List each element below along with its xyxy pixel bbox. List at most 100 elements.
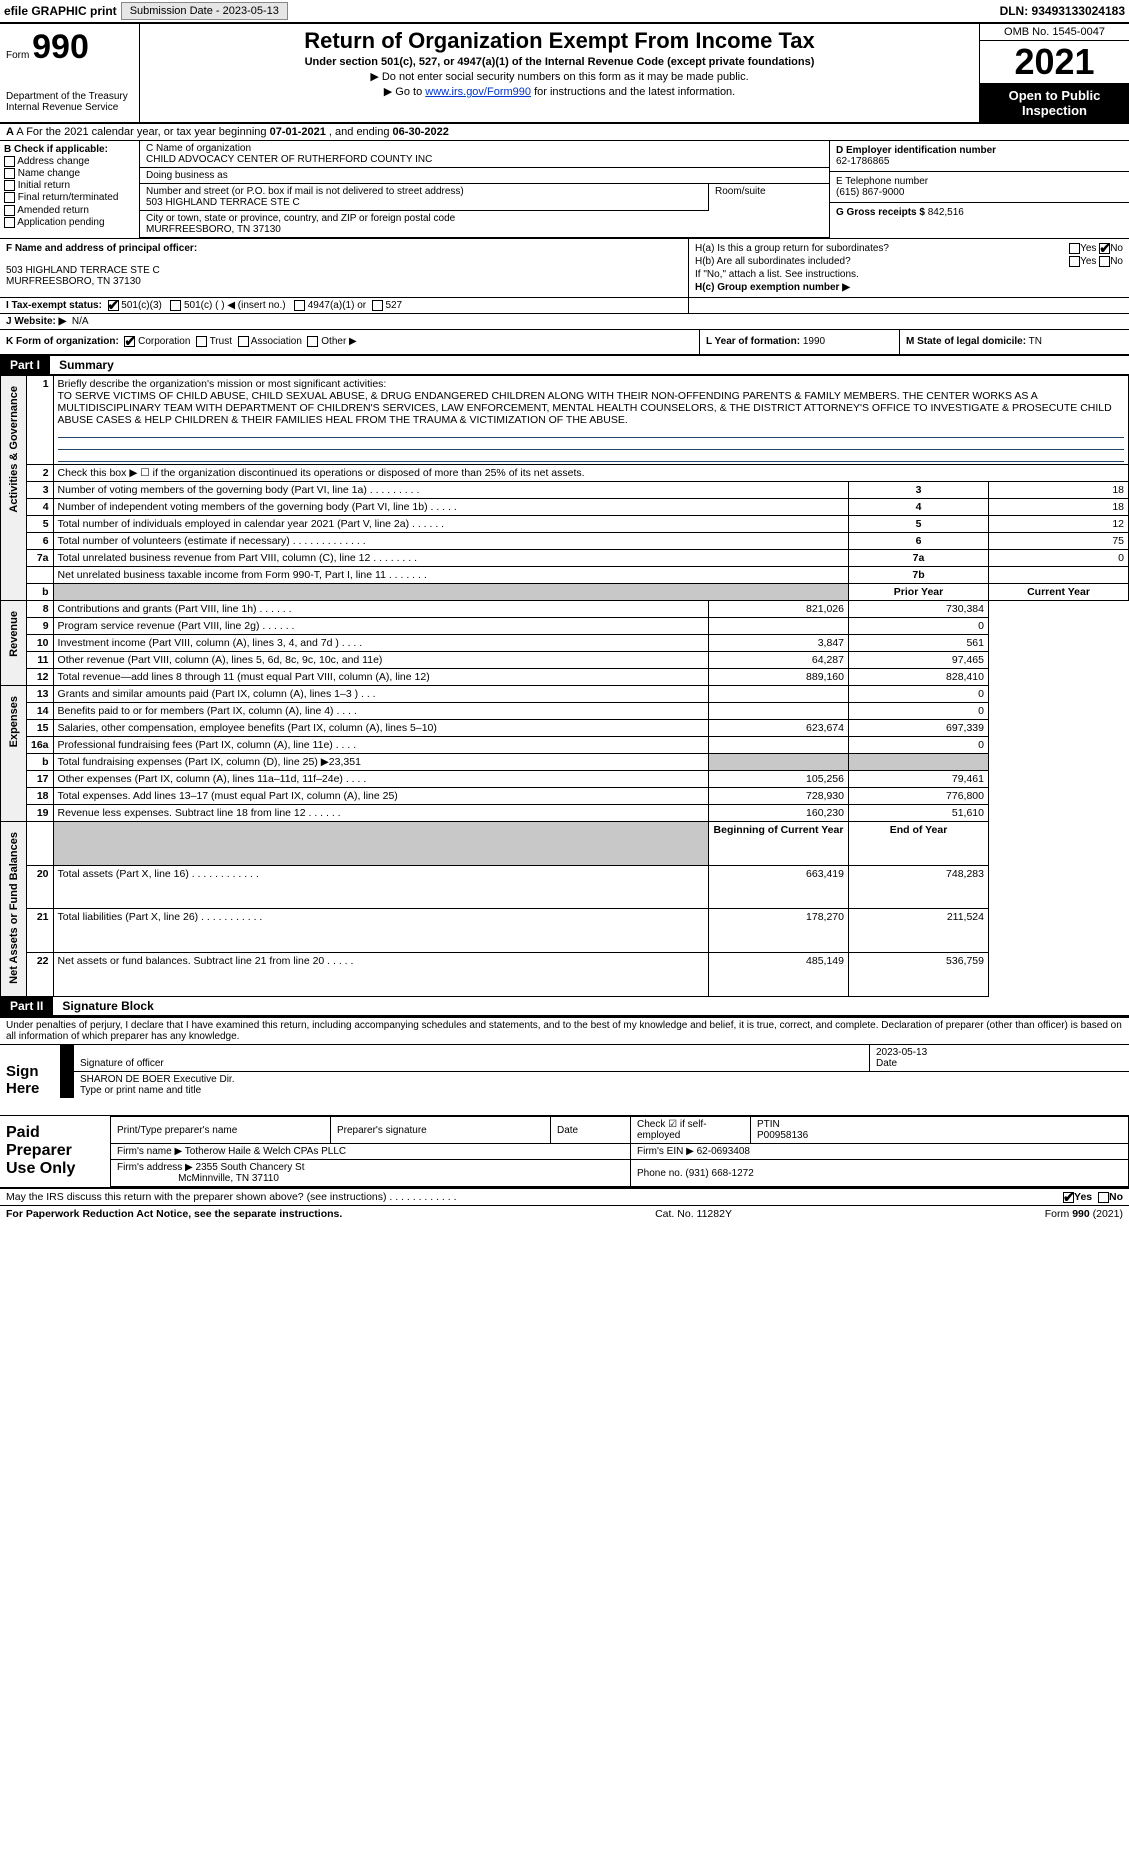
dept-label: Department of the Treasury	[6, 91, 133, 102]
sign-here-row: Sign Here Signature of officer 2023-05-1…	[0, 1045, 1129, 1116]
final-return-checkbox[interactable]	[4, 192, 15, 203]
other-checkbox[interactable]	[307, 336, 318, 347]
form-word: Form	[6, 50, 29, 61]
part1-title: Summary	[53, 358, 114, 372]
exp-row: 17Other expenses (Part IX, column (A), l…	[1, 770, 1129, 787]
ha-no-checkbox[interactable]	[1099, 243, 1110, 254]
ag-row: 3Number of voting members of the governi…	[1, 481, 1129, 498]
open-public-badge: Open to Public Inspection	[980, 84, 1129, 122]
form-title: Return of Organization Exempt From Incom…	[148, 28, 971, 54]
form-ref: Form 990 (2021)	[1045, 1208, 1123, 1220]
dba-label: Doing business as	[146, 170, 823, 181]
cat-no: Cat. No. 11282Y	[655, 1208, 732, 1220]
side-label-rev: Revenue	[1, 600, 27, 685]
suite-label: Room/suite	[709, 184, 829, 211]
527-checkbox[interactable]	[372, 300, 383, 311]
prep-check-label: Check ☑ if self-employed	[631, 1117, 751, 1144]
org-name-label: C Name of organization	[146, 143, 823, 154]
row-a-tax-year: A A For the 2021 calendar year, or tax y…	[0, 124, 1129, 141]
discuss-no-checkbox[interactable]	[1098, 1192, 1109, 1203]
addr-change-checkbox[interactable]	[4, 156, 15, 167]
preparer-table: Print/Type preparer's name Preparer's si…	[110, 1116, 1129, 1187]
firm-addr-cell: Firm's address ▶ 2355 South Chancery St …	[111, 1160, 631, 1187]
501c-checkbox[interactable]	[170, 300, 181, 311]
corp-checkbox[interactable]	[124, 336, 135, 347]
submission-date-button[interactable]: Submission Date - 2023-05-13	[121, 2, 288, 20]
trust-checkbox[interactable]	[196, 336, 207, 347]
col-f-officer: F Name and address of principal officer:…	[0, 239, 689, 297]
top-bar: efile GRAPHIC print Submission Date - 20…	[0, 0, 1129, 24]
ein-label: D Employer identification number	[836, 145, 996, 156]
501c3-checkbox[interactable]	[108, 300, 119, 311]
phone-label: E Telephone number	[836, 176, 928, 187]
col-c-org-info: C Name of organization CHILD ADVOCACY CE…	[140, 141, 829, 238]
firm-phone-cell: Phone no. (931) 668-1272	[631, 1160, 1129, 1187]
gross-receipts-value: 842,516	[928, 207, 964, 218]
hb-yes-checkbox[interactable]	[1069, 256, 1080, 267]
rev-row: 9Program service revenue (Part VIII, lin…	[1, 617, 1129, 634]
org-name: CHILD ADVOCACY CENTER OF RUTHERFORD COUN…	[146, 154, 823, 165]
officer-sig-field[interactable]: Signature of officer	[74, 1045, 869, 1071]
hb-no-checkbox[interactable]	[1099, 256, 1110, 267]
arrow-icon	[60, 1072, 74, 1098]
col-h-group: H(a) Is this a group return for subordin…	[689, 239, 1129, 297]
row-klm: K Form of organization: Corporation Trus…	[0, 330, 1129, 355]
ein-value: 62-1786865	[836, 156, 889, 167]
app-pending-checkbox[interactable]	[4, 217, 15, 228]
prep-ptin-cell: PTINP00958136	[751, 1117, 1129, 1144]
subtitle-2: ▶ Do not enter social security numbers o…	[148, 70, 971, 83]
dln-label: DLN: 93493133024183	[1000, 4, 1125, 18]
sig-declaration: Under penalties of perjury, I declare th…	[0, 1018, 1129, 1045]
paperwork-notice: For Paperwork Reduction Act Notice, see …	[6, 1208, 342, 1220]
na-row: 22Net assets or fund balances. Subtract …	[1, 953, 1129, 997]
discuss-row: May the IRS discuss this return with the…	[0, 1189, 1129, 1206]
assoc-checkbox[interactable]	[238, 336, 249, 347]
part2-title: Signature Block	[56, 999, 153, 1013]
prep-name-label: Print/Type preparer's name	[111, 1117, 331, 1144]
header-right: OMB No. 1545-0047 2021 Open to Public In…	[979, 24, 1129, 122]
form-header: Form 990 Department of the Treasury Inte…	[0, 24, 1129, 124]
part1-header-row: Part I Summary	[0, 356, 1129, 375]
k-form-org: K Form of organization: Corporation Trus…	[0, 330, 699, 353]
footer-row: For Paperwork Reduction Act Notice, see …	[0, 1206, 1129, 1222]
sign-here-label: Sign Here	[0, 1045, 60, 1115]
col-de: D Employer identification number 62-1786…	[829, 141, 1129, 238]
signature-block: Under penalties of perjury, I declare th…	[0, 1016, 1129, 1189]
sig-date-field: 2023-05-13Date	[869, 1045, 1129, 1071]
line2-checkbox-text: Check this box ▶ ☐ if the organization d…	[53, 464, 1128, 481]
exp-row: 19Revenue less expenses. Subtract line 1…	[1, 804, 1129, 821]
exp-row: 18Total expenses. Add lines 13–17 (must …	[1, 787, 1129, 804]
mission-cell: Briefly describe the organization's miss…	[53, 375, 1128, 464]
omb-number: OMB No. 1545-0047	[980, 24, 1129, 41]
rev-row: 11Other revenue (Part VIII, column (A), …	[1, 651, 1129, 668]
firm-ein-cell: Firm's EIN ▶ 62-0693408	[631, 1144, 1129, 1160]
ha-yes-checkbox[interactable]	[1069, 243, 1080, 254]
l-year-formation: L Year of formation: 1990	[699, 330, 899, 353]
street-value: 503 HIGHLAND TERRACE STE C	[146, 197, 702, 208]
discuss-yes-checkbox[interactable]	[1063, 1192, 1074, 1203]
firm-name-cell: Firm's name ▶ Totherow Haile & Welch CPA…	[111, 1144, 631, 1160]
mission-text: TO SERVE VICTIMS OF CHILD ABUSE, CHILD S…	[58, 390, 1112, 426]
initial-return-checkbox[interactable]	[4, 180, 15, 191]
name-change-checkbox[interactable]	[4, 168, 15, 179]
4947-checkbox[interactable]	[294, 300, 305, 311]
street-label: Number and street (or P.O. box if mail i…	[146, 186, 702, 197]
col-b-checkboxes: B Check if applicable: Address change Na…	[0, 141, 140, 238]
ag-row: 6Total number of volunteers (estimate if…	[1, 532, 1129, 549]
ag-row: 7aTotal unrelated business revenue from …	[1, 549, 1129, 566]
exp-row: 14Benefits paid to or for members (Part …	[1, 702, 1129, 719]
header-left: Form 990 Department of the Treasury Inte…	[0, 24, 140, 122]
irs-link[interactable]: www.irs.gov/Form990	[425, 86, 531, 98]
exp-row: bTotal fundraising expenses (Part IX, co…	[1, 753, 1129, 770]
prep-date-label: Date	[551, 1117, 631, 1144]
preparer-label: Paid Preparer Use Only	[0, 1116, 110, 1187]
tax-year: 2021	[980, 41, 1129, 84]
block-fh: F Name and address of principal officer:…	[0, 239, 1129, 298]
phone-value: (615) 867-9000	[836, 187, 904, 198]
summary-table: Activities & Governance 1 Briefly descri…	[0, 375, 1129, 998]
part1-badge: Part I	[0, 356, 50, 374]
na-row: 20Total assets (Part X, line 16) . . . .…	[1, 865, 1129, 909]
subtitle-3: ▶ Go to www.irs.gov/Form990 for instruct…	[148, 85, 971, 98]
amended-return-checkbox[interactable]	[4, 205, 15, 216]
ag-row: 4Number of independent voting members of…	[1, 498, 1129, 515]
